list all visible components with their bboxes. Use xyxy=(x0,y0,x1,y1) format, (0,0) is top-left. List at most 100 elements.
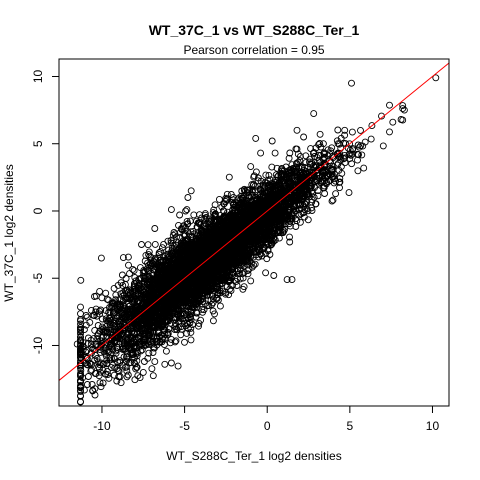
data-point xyxy=(175,221,182,229)
data-point xyxy=(166,339,174,347)
data-point xyxy=(148,283,156,291)
data-point xyxy=(87,306,95,314)
data-point xyxy=(87,340,95,348)
data-point xyxy=(247,259,255,267)
data-point xyxy=(183,311,191,319)
data-point xyxy=(149,349,157,356)
data-point xyxy=(183,329,191,337)
data-point xyxy=(103,356,111,364)
data-point xyxy=(114,367,122,374)
data-point xyxy=(244,267,252,275)
data-point xyxy=(296,218,304,226)
data-point xyxy=(326,157,334,164)
data-point xyxy=(92,370,100,377)
data-point xyxy=(198,305,206,313)
data-point xyxy=(148,332,156,340)
data-point xyxy=(304,216,312,224)
data-point xyxy=(160,240,168,248)
data-point xyxy=(97,348,104,356)
x-axis-label: WT_S288C_Ter_1 log2 densities xyxy=(166,449,341,463)
data-point xyxy=(399,102,407,110)
data-point xyxy=(116,359,124,366)
data-point xyxy=(209,317,217,325)
data-point xyxy=(216,302,224,310)
data-point xyxy=(296,152,304,160)
data-point xyxy=(248,188,256,196)
data-point xyxy=(94,322,102,329)
data-point xyxy=(334,159,342,167)
data-point xyxy=(312,144,320,152)
data-point xyxy=(316,140,324,147)
data-point xyxy=(177,331,185,339)
data-point xyxy=(239,285,247,293)
data-point xyxy=(215,195,223,203)
data-point xyxy=(127,336,135,344)
data-point xyxy=(162,347,170,355)
data-point xyxy=(96,379,104,387)
data-point xyxy=(222,198,230,205)
data-point xyxy=(268,163,276,171)
data-point xyxy=(262,171,270,179)
data-point xyxy=(140,268,148,276)
data-point xyxy=(92,305,100,313)
data-point xyxy=(91,293,98,300)
data-point xyxy=(190,211,198,219)
data-point xyxy=(96,307,103,315)
data-point xyxy=(324,146,332,154)
data-point xyxy=(98,315,106,323)
data-point xyxy=(334,126,342,134)
data-point xyxy=(165,317,173,325)
data-point xyxy=(136,374,144,382)
data-point xyxy=(83,313,91,321)
data-point xyxy=(302,152,310,160)
data-point xyxy=(220,207,227,215)
data-point xyxy=(254,177,262,185)
data-point xyxy=(102,315,110,323)
data-point xyxy=(174,362,182,370)
data-point xyxy=(151,240,159,248)
data-point xyxy=(294,158,302,166)
data-point xyxy=(113,377,121,385)
data-point xyxy=(250,172,258,180)
data-point xyxy=(341,126,349,134)
data-point xyxy=(77,317,84,325)
data-point xyxy=(367,135,375,143)
data-point xyxy=(250,261,258,269)
data-point xyxy=(359,142,367,150)
data-point xyxy=(129,265,137,273)
y-axis-label: WT_37C_1 log2 densities xyxy=(2,164,16,301)
data-point xyxy=(314,192,322,200)
data-point xyxy=(180,230,188,238)
data-point xyxy=(182,207,190,215)
data-point xyxy=(77,398,84,406)
data-point xyxy=(125,261,132,269)
data-point xyxy=(97,383,105,391)
data-point xyxy=(97,306,105,314)
data-point xyxy=(84,334,92,342)
data-point xyxy=(77,328,84,336)
data-point xyxy=(185,311,193,319)
subtitle-prefix: Pearson correlation = xyxy=(183,43,301,57)
data-point xyxy=(280,227,288,235)
data-point xyxy=(104,371,112,379)
pearson-value: 0.95 xyxy=(301,43,325,57)
data-point xyxy=(131,274,139,281)
data-point xyxy=(246,194,254,202)
data-point xyxy=(292,223,300,230)
chart-subtitle: Pearson correlation = 0.95 xyxy=(183,43,324,57)
data-point xyxy=(321,190,329,197)
data-point xyxy=(235,194,243,202)
data-point xyxy=(77,353,84,361)
data-point xyxy=(379,142,387,150)
data-point xyxy=(96,361,104,369)
data-point xyxy=(195,322,202,330)
data-point xyxy=(111,355,118,363)
data-point xyxy=(181,338,188,346)
data-point xyxy=(216,212,224,220)
data-point xyxy=(84,373,92,380)
data-point xyxy=(107,316,115,324)
data-point xyxy=(136,264,144,272)
data-point xyxy=(148,340,156,348)
points-layer xyxy=(73,74,440,406)
data-point xyxy=(101,349,109,357)
